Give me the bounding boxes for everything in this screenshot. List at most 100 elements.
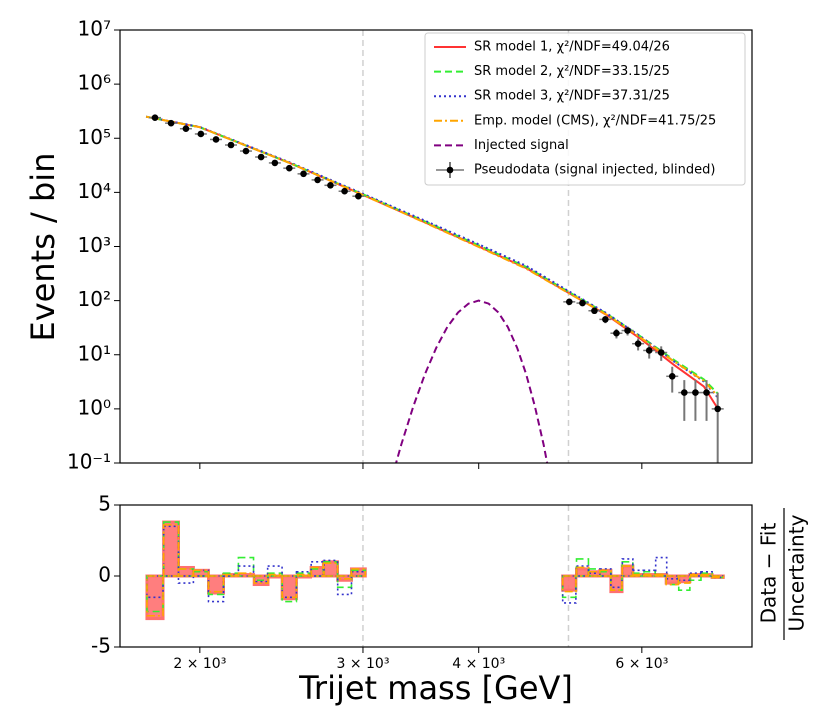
residual-bin — [177, 575, 195, 584]
residual-bin — [162, 524, 180, 577]
data-point — [668, 372, 676, 380]
residual-bin — [146, 575, 164, 599]
curve — [145, 115, 719, 395]
residual-bin — [711, 575, 725, 579]
residual-bin — [561, 574, 578, 592]
data-point — [151, 114, 159, 121]
residual-bin — [237, 572, 255, 577]
data-point — [579, 299, 586, 307]
y-tick-label: 10⁷ — [78, 17, 111, 41]
residual-bin — [575, 567, 590, 578]
y-tick-label: 10³ — [78, 233, 111, 257]
legend-label: Injected signal — [474, 138, 569, 153]
axes-frame — [119, 29, 753, 464]
data-point — [657, 349, 665, 356]
residual-bin — [336, 575, 353, 580]
residual-bin — [609, 574, 624, 594]
y-tick-label: 10² — [78, 287, 111, 311]
data-point — [624, 327, 631, 334]
data-point — [613, 329, 620, 337]
y-tick-label: 0 — [98, 563, 111, 587]
y-axis-label: Events / bin — [24, 153, 62, 342]
data-point — [314, 176, 321, 184]
legend-label: SR model 1, χ²/NDF=49.04/26 — [474, 40, 670, 55]
residual-bin — [700, 573, 713, 577]
legend-swatch — [446, 166, 454, 174]
axes-frame — [119, 504, 753, 648]
x-tick-label: 4 × 10³ — [452, 656, 505, 672]
residual-bin — [280, 574, 298, 601]
residual-bin — [310, 566, 325, 577]
data-point — [212, 136, 220, 143]
legend-label: Pseudodata (signal injected, blinded) — [474, 163, 715, 178]
data-point — [645, 347, 653, 354]
residual-bin — [350, 568, 367, 577]
residual-bin — [642, 569, 657, 577]
data-point — [692, 389, 699, 396]
data-point — [271, 159, 279, 167]
data-point — [167, 119, 175, 127]
residual-bin — [146, 575, 164, 617]
plot-area — [145, 114, 724, 463]
residual-bin — [575, 566, 590, 577]
residual-bin — [237, 565, 255, 577]
residual-bin — [561, 575, 577, 593]
data-point — [714, 405, 721, 413]
residual-bin — [621, 565, 634, 577]
data-point — [285, 164, 293, 172]
data-point — [227, 141, 235, 149]
y-tick-label: 10⁶ — [78, 71, 111, 95]
x-axis-label: Trijet mass [GeV] — [298, 669, 573, 707]
residual-bin — [575, 565, 590, 577]
data-point — [327, 182, 334, 189]
data-point — [300, 170, 307, 178]
x-tick-label: 6 × 10³ — [615, 656, 668, 672]
residual-bin — [266, 573, 283, 577]
residual-bin — [588, 570, 601, 577]
residual-bin — [677, 575, 691, 584]
residual-bin — [192, 569, 210, 577]
ratio-label-denominator: Uncertainty — [785, 514, 809, 631]
residual-bin — [162, 525, 180, 577]
data-point — [602, 316, 609, 323]
residual-bin — [207, 574, 225, 595]
y-tick-label: 10¹ — [78, 341, 111, 365]
curve — [395, 299, 549, 463]
ratio-label-numerator: Data − Fit — [757, 523, 781, 624]
data-point — [634, 340, 642, 348]
legend-label: SR model 3, χ²/NDF=37.31/25 — [474, 89, 670, 104]
data-point — [355, 192, 362, 200]
data-point — [591, 307, 598, 315]
residual-bin — [253, 575, 269, 584]
curve — [145, 115, 719, 398]
y-tick-label: 10⁰ — [78, 395, 111, 419]
residual-bin — [207, 575, 225, 593]
data-point — [257, 153, 265, 161]
residual-bin — [599, 568, 612, 577]
y-tick-label: 10⁻¹ — [67, 450, 111, 474]
x-tick-label: 3 × 10³ — [336, 656, 389, 672]
residual-bin — [322, 562, 339, 577]
data-point — [197, 130, 205, 138]
residual-bin — [310, 560, 325, 577]
residual-bin — [642, 573, 657, 577]
data-point — [242, 147, 250, 155]
ratio-area — [145, 520, 725, 621]
residual-bin — [610, 575, 623, 591]
y-tick-label: -5 — [91, 634, 111, 658]
residual-bin — [162, 520, 180, 578]
data-point — [680, 389, 688, 396]
residual-bin — [281, 575, 298, 599]
residual-bin — [295, 573, 312, 577]
data-point — [703, 389, 710, 396]
y-tick-label: 10⁴ — [78, 179, 111, 203]
y-tick-label: 5 — [98, 492, 111, 516]
y-tick-label: 10⁵ — [78, 125, 111, 149]
legend-label: SR model 2, χ²/NDF=33.15/25 — [474, 64, 670, 79]
legend-box — [424, 32, 746, 186]
data-point — [341, 187, 348, 195]
data-point — [565, 298, 573, 306]
residual-bin — [599, 569, 612, 577]
data-point — [182, 125, 190, 133]
